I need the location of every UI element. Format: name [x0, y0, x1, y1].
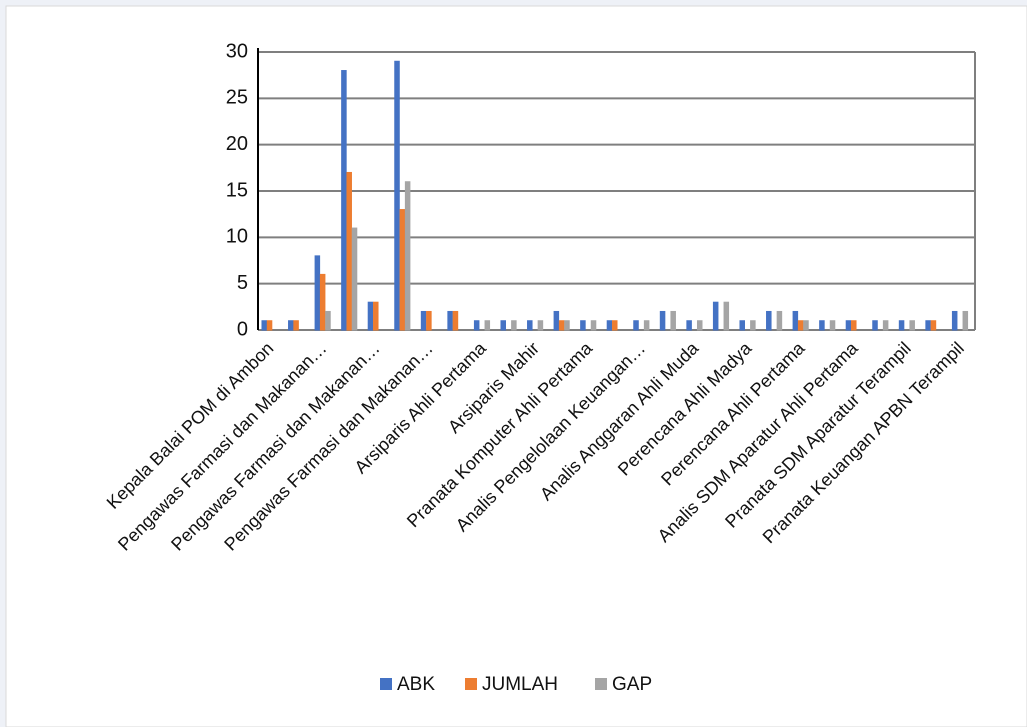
bar: [776, 310, 783, 331]
bar: [803, 320, 809, 331]
bar: [351, 227, 358, 331]
bar: [314, 255, 321, 331]
legend-swatch: [595, 678, 607, 690]
bar: [612, 320, 618, 331]
y-tick-label: 5: [237, 272, 248, 294]
bar: [394, 60, 400, 331]
bar: [452, 310, 459, 331]
legend-label: GAP: [612, 674, 652, 695]
bar: [553, 310, 560, 331]
bar: [633, 320, 639, 331]
bar: [325, 310, 331, 331]
bar: [511, 320, 517, 331]
bar: [643, 320, 650, 331]
bar: [792, 310, 799, 331]
bar: [564, 320, 570, 331]
bar: [266, 320, 273, 331]
y-tick-label: 10: [226, 226, 248, 248]
chart-area: [5, 5, 1027, 727]
bar: [712, 301, 719, 331]
bar: [739, 320, 745, 331]
bar: [797, 320, 804, 331]
bar: [293, 320, 299, 331]
bar: [659, 310, 666, 331]
legend-label: JUMLAH: [482, 674, 558, 695]
bar: [845, 320, 852, 331]
bar: [537, 320, 544, 331]
bar: [851, 320, 857, 331]
legend-swatch: [380, 678, 392, 690]
y-tick-label: 30: [226, 40, 248, 62]
y-tick-label: 15: [226, 179, 248, 201]
bar: [558, 320, 565, 331]
bar: [399, 209, 406, 331]
bar: [420, 310, 427, 331]
bar: [261, 320, 267, 331]
bar: [723, 301, 730, 331]
bar: [829, 320, 836, 331]
legend-label: ABK: [397, 674, 435, 695]
bar: [404, 181, 411, 331]
bar: [962, 310, 969, 331]
bar: [319, 273, 326, 331]
bar: [606, 320, 613, 331]
bar: [750, 320, 756, 331]
bar: [288, 320, 294, 331]
bar: [341, 70, 347, 331]
bar: [473, 320, 480, 331]
y-tick-label: 25: [226, 87, 248, 109]
bar: [426, 310, 432, 331]
bar: [930, 320, 937, 331]
bar: [670, 310, 676, 331]
bar: [580, 320, 586, 331]
bar: [590, 320, 597, 331]
y-tick-label: 20: [226, 133, 248, 155]
bar: [346, 171, 352, 331]
bar: [898, 320, 905, 331]
bar: [527, 320, 533, 331]
legend-swatch: [465, 678, 477, 690]
bar: [373, 301, 379, 331]
bar: [696, 320, 703, 331]
bar: [686, 320, 692, 331]
bar: [367, 301, 374, 331]
bar: [951, 310, 958, 331]
bar: [500, 320, 506, 331]
bar: [909, 320, 915, 331]
bar: [882, 320, 889, 331]
y-tick-label: 0: [237, 318, 248, 340]
bar: [766, 310, 772, 331]
bar: [447, 310, 453, 331]
bar: [925, 320, 931, 331]
bar: [484, 320, 491, 331]
bar: [872, 320, 878, 331]
bar: [819, 320, 825, 331]
